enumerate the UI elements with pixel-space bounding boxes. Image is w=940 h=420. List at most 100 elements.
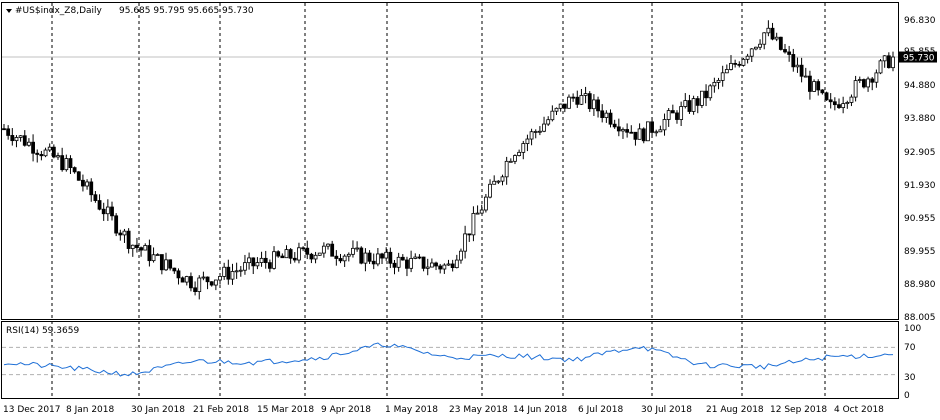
candle-down bbox=[51, 146, 56, 158]
candle-down bbox=[139, 247, 143, 251]
candle-down bbox=[687, 100, 692, 112]
candle-down bbox=[641, 128, 646, 142]
candle-down bbox=[616, 126, 621, 132]
candle-up bbox=[795, 64, 800, 68]
candle-up bbox=[857, 79, 862, 81]
candle-down bbox=[176, 270, 181, 279]
candle-up bbox=[164, 259, 168, 271]
candle-up bbox=[849, 96, 854, 103]
date-tick-label: 6 Jul 2018 bbox=[578, 405, 623, 415]
candle-down bbox=[89, 181, 94, 196]
candle-up bbox=[621, 129, 625, 132]
candle-up bbox=[496, 180, 501, 183]
candle-down bbox=[670, 110, 675, 114]
date-tick-label: 8 Jan 2018 bbox=[66, 405, 114, 415]
candle-up bbox=[745, 55, 750, 60]
date-tick-label: 21 Feb 2018 bbox=[193, 405, 249, 415]
candle-up bbox=[504, 160, 509, 178]
price-tick-label: 94.880 bbox=[904, 81, 936, 91]
candle-down bbox=[737, 63, 742, 66]
candle-up bbox=[508, 160, 513, 163]
candle-up bbox=[247, 257, 251, 264]
current-price-tag bbox=[899, 51, 937, 63]
triangle-down-icon[interactable] bbox=[6, 9, 12, 13]
candle-down bbox=[10, 135, 15, 142]
candle-up bbox=[483, 196, 488, 211]
candle-down bbox=[2, 128, 6, 131]
date-tick-label: 30 Jan 2018 bbox=[131, 405, 185, 415]
candle-up bbox=[691, 98, 696, 112]
candle-up bbox=[646, 121, 650, 142]
candle-down bbox=[675, 112, 679, 120]
candle-up bbox=[853, 80, 858, 98]
candle-down bbox=[367, 252, 372, 262]
price-tick-label: 92.905 bbox=[904, 148, 936, 158]
candle-down bbox=[193, 287, 197, 292]
candle-down bbox=[309, 253, 314, 260]
candle-up bbox=[891, 56, 895, 69]
candle-up bbox=[259, 257, 264, 263]
candle-down bbox=[205, 276, 210, 283]
candle-down bbox=[783, 49, 787, 53]
candle-up bbox=[297, 247, 301, 261]
candle-up bbox=[396, 256, 401, 268]
candle-down bbox=[650, 121, 654, 133]
candle-up bbox=[567, 96, 571, 109]
candle-up bbox=[679, 106, 684, 120]
candle-up bbox=[708, 85, 713, 99]
candle-down bbox=[135, 244, 139, 249]
candle-up bbox=[766, 27, 771, 34]
current-price-label: 95.730 bbox=[903, 54, 935, 64]
candle-up bbox=[758, 43, 762, 48]
candle-down bbox=[209, 281, 214, 286]
candle-up bbox=[866, 78, 870, 88]
candle-up bbox=[213, 279, 218, 286]
candle-up bbox=[716, 79, 721, 83]
rsi-label: RSI(14) 59.3659 bbox=[6, 326, 79, 336]
candle-down bbox=[359, 247, 364, 264]
candle-up bbox=[546, 119, 551, 125]
date-tick-label: 12 Sep 2018 bbox=[770, 405, 827, 415]
candle-up bbox=[255, 262, 260, 267]
candle-down bbox=[330, 243, 335, 257]
rsi-line bbox=[3, 342, 894, 377]
candle-up bbox=[475, 212, 480, 215]
candle-up bbox=[326, 243, 330, 247]
candle-up bbox=[342, 255, 347, 262]
date-tick-label: 1 May 2018 bbox=[385, 405, 438, 415]
candle-up bbox=[529, 131, 534, 140]
candle-up bbox=[500, 176, 505, 182]
candle-down bbox=[380, 253, 384, 259]
candle-up bbox=[521, 143, 526, 153]
candle-down bbox=[733, 62, 738, 65]
candle-down bbox=[820, 89, 825, 94]
rsi-scale-label: 30 bbox=[904, 373, 916, 383]
candle-down bbox=[571, 96, 576, 99]
candle-up bbox=[122, 230, 127, 236]
rsi-panel-frame bbox=[1, 321, 899, 399]
candle-up bbox=[384, 251, 389, 259]
candle-up bbox=[604, 112, 609, 118]
candle-down bbox=[608, 112, 613, 125]
candle-down bbox=[72, 167, 77, 173]
candle-down bbox=[392, 262, 397, 268]
candle-down bbox=[816, 81, 821, 91]
candle-down bbox=[267, 262, 272, 269]
candle-up bbox=[351, 247, 355, 255]
candle-up bbox=[313, 254, 318, 260]
candle-down bbox=[251, 257, 256, 267]
candle-down bbox=[31, 141, 35, 154]
candle-down bbox=[828, 99, 833, 103]
candle-up bbox=[749, 48, 754, 57]
candle-up bbox=[184, 276, 189, 283]
candle-down bbox=[97, 200, 102, 210]
candle-up bbox=[272, 251, 276, 269]
candle-up bbox=[724, 69, 729, 74]
candle-up bbox=[583, 93, 588, 96]
date-tick-label: 4 Oct 2018 bbox=[834, 405, 884, 415]
candle-down bbox=[832, 101, 837, 106]
candle-up bbox=[105, 206, 110, 215]
candle-up bbox=[454, 259, 459, 269]
candle-up bbox=[43, 149, 48, 157]
rsi-scale-label: 100 bbox=[904, 324, 921, 334]
